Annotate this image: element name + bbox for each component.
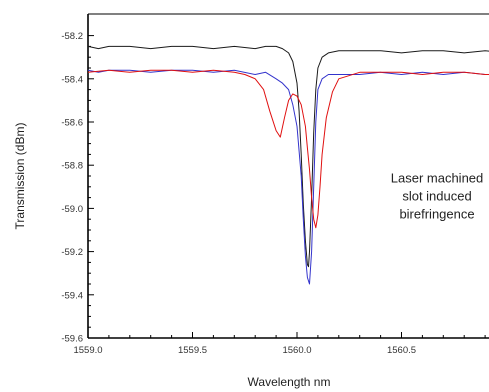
red-trace	[87, 69, 489, 229]
y-ticks: -59.6 -59.4 -59.2 -59.0 -58.8 -58.6 -58.4 -58.2	[61, 31, 94, 345]
series-lines	[87, 45, 489, 285]
y-tick-label: -58.8	[61, 161, 83, 172]
annotation-line: birefringence	[399, 206, 474, 221]
annotation-line: Laser machined	[391, 170, 484, 185]
black-trace	[87, 45, 489, 268]
y-tick-label: -58.6	[61, 118, 83, 129]
y-tick-label: -59.2	[61, 247, 83, 258]
y-tick-label: -59.6	[61, 334, 83, 345]
x-axis-label: Wavelength nm	[248, 375, 331, 389]
y-tick-label: -58.4	[61, 74, 83, 85]
y-tick-label: -58.2	[61, 31, 83, 42]
y-axis-label: Transmission (dBm)	[13, 123, 27, 230]
x-tick-label: 1559.0	[73, 345, 102, 356]
x-tick-label: 1560.5	[387, 345, 416, 356]
x-tick-label: 1559.5	[178, 345, 207, 356]
x-tick-label: 1560.0	[282, 345, 311, 356]
annotation-line: slot induced	[402, 188, 471, 203]
y-tick-label: -59.4	[61, 290, 83, 301]
y-tick-label: -59.0	[61, 204, 83, 215]
annotations: Laser machined slot induced birefringence	[391, 170, 484, 221]
